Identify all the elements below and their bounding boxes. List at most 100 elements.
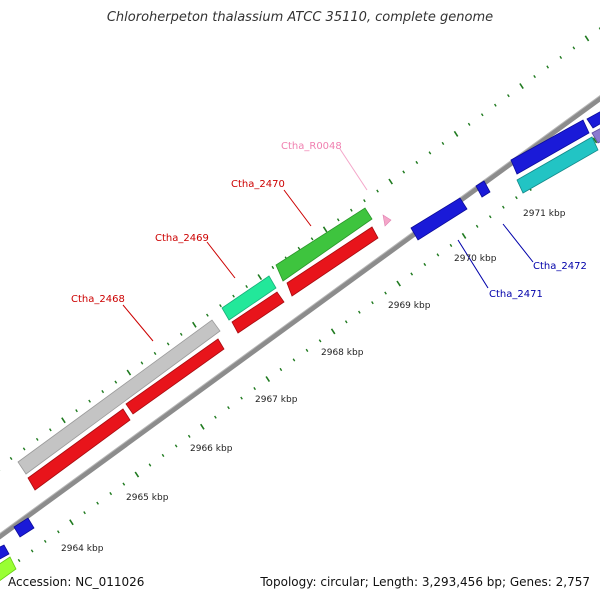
gene-ctha-2471[interactable] [410,197,468,241]
accession-text: Accession: NC_011026 [8,575,145,589]
minor-tick [318,339,322,343]
major-tick [453,130,459,137]
major-tick [61,417,66,424]
major-tick [396,280,401,287]
gene-label-ctha-2471[interactable]: Ctha_2471 [489,289,543,300]
minor-tick [253,387,256,391]
minor-tick [214,415,217,419]
minor-tick [227,406,230,410]
gene-ctha-2472[interactable] [475,180,491,198]
genome-summary-text: Topology: circular; Length: 3,293,456 bp… [260,575,590,589]
minor-tick [279,367,283,372]
genome-backbone-highlight [0,95,600,534]
major-tick [134,471,140,478]
outer-tick-row [0,27,600,471]
gene-features[interactable] [0,109,600,582]
minor-tick [310,237,314,241]
minor-tick [245,285,248,289]
minor-tick [467,122,471,126]
minor-tick [148,463,152,467]
gene-ctha-r0048[interactable] [382,214,392,227]
gene-ctha-2469[interactable] [221,275,277,321]
minor-tick [402,170,406,174]
minor-tick [376,189,379,193]
minor-tick [494,103,497,107]
kbp-label-2971: 2971 kbp [523,209,566,219]
minor-tick [35,437,39,441]
minor-tick [488,215,492,219]
minor-tick [49,428,52,432]
minor-tick [428,151,432,155]
minor-tick [423,262,427,267]
minor-tick [153,351,157,355]
major-tick [192,321,197,328]
minor-tick [101,390,105,394]
gene-red-2[interactable] [125,338,225,415]
gene-label-ctha-2468[interactable]: Ctha_2468 [71,294,125,305]
major-tick [592,137,598,144]
minor-tick [114,380,118,384]
gene-blue-upper[interactable] [510,119,590,175]
major-tick [584,35,590,42]
gene-cyan[interactable] [516,136,599,194]
gene-label-ctha-2470[interactable]: Ctha_2470 [231,179,285,190]
minor-tick [232,294,235,298]
kbp-label-2970: 2970 kbp [454,254,497,264]
map-title: Chloroherpeton thalassium ATCC 35110, co… [106,10,494,25]
major-tick [69,519,74,526]
gene-red-1[interactable] [27,408,131,491]
gene-red-4[interactable] [286,226,379,297]
minor-tick [122,482,126,486]
gene-blue-edge[interactable] [586,109,600,129]
minor-tick [271,265,275,270]
minor-tick [350,208,353,212]
minor-tick [240,396,243,400]
minor-tick [57,530,60,534]
minor-tick [441,141,445,145]
gene-ctha-2470[interactable] [275,207,373,282]
gene-label-ctha-2472[interactable]: Ctha_2472 [533,261,587,272]
kbp-label-2964: 2964 kbp [61,544,104,554]
minor-tick [96,501,99,505]
gene-purple-edge[interactable] [591,126,600,144]
minor-tick [572,46,576,50]
minor-tick [22,447,26,451]
minor-tick [410,272,414,276]
kbp-label-2966: 2966 kbp [190,444,233,454]
minor-tick [9,456,13,460]
minor-tick [187,434,191,438]
major-tick [200,423,205,430]
gene-label-ctha-r0048[interactable]: Ctha_R0048 [281,141,342,152]
minor-tick [384,291,387,295]
minor-tick [502,205,505,209]
inner-tick-row [3,137,598,573]
gene-label-ctha-2469[interactable]: Ctha_2469 [155,233,209,244]
label-leaders [122,148,534,342]
minor-tick [358,310,361,314]
gene-blue-corner[interactable] [0,544,10,560]
minor-tick [480,113,484,117]
gene-blue-small[interactable] [13,517,35,538]
minor-tick [297,246,301,250]
major-tick [265,376,271,383]
minor-tick [140,361,144,365]
minor-tick [415,160,419,165]
kbp-label-2965: 2965 kbp [126,493,169,503]
minor-tick [305,348,309,352]
minor-tick [166,342,170,346]
major-tick [519,83,524,90]
minor-tick [449,243,453,247]
minor-tick [559,55,563,59]
minor-tick [292,358,296,362]
minor-tick [533,75,536,79]
minor-tick [161,453,165,457]
minor-tick [515,196,518,200]
minor-tick [219,304,222,308]
major-tick [322,226,328,233]
minor-tick [179,332,183,336]
gene-red-3[interactable] [231,291,285,334]
gene-lime-corner[interactable] [0,556,17,582]
minor-tick [475,224,479,228]
gene-ctha-2468[interactable] [17,319,221,475]
